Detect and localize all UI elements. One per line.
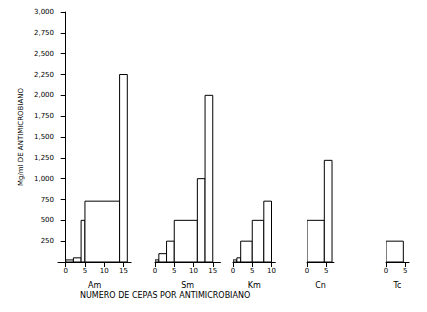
svg-text:5: 5 (403, 267, 407, 275)
svg-text:2,000: 2,000 (34, 91, 54, 99)
svg-text:10: 10 (267, 267, 276, 275)
svg-text:1,250: 1,250 (34, 154, 54, 162)
svg-text:0: 0 (384, 267, 388, 275)
svg-text:Cn: Cn (315, 281, 326, 290)
svg-text:2,250: 2,250 (34, 71, 54, 79)
svg-text:2,500: 2,500 (34, 50, 54, 58)
svg-text:250: 250 (41, 237, 54, 245)
svg-text:0: 0 (153, 267, 157, 275)
svg-text:15: 15 (119, 267, 128, 275)
svg-text:NUMERO DE CEPAS POR ANTIMICROB: NUMERO DE CEPAS POR ANTIMICROBIANO (80, 291, 250, 300)
svg-text:Am: Am (88, 281, 101, 290)
svg-text:10: 10 (189, 267, 198, 275)
svg-text:5: 5 (172, 267, 176, 275)
svg-text:5: 5 (250, 267, 254, 275)
svg-text:Sm: Sm (181, 281, 194, 290)
svg-text:500: 500 (41, 216, 54, 224)
svg-text:0: 0 (63, 267, 67, 275)
svg-text:1,500: 1,500 (34, 133, 54, 141)
svg-text:750: 750 (41, 196, 54, 204)
svg-text:3,000: 3,000 (34, 8, 54, 16)
svg-text:2,750: 2,750 (34, 29, 54, 37)
svg-text:15: 15 (208, 267, 217, 275)
svg-text:5: 5 (83, 267, 87, 275)
svg-text:0: 0 (305, 267, 309, 275)
svg-text:Km: Km (248, 281, 261, 290)
svg-text:1,750: 1,750 (34, 112, 54, 120)
svg-text:10: 10 (100, 267, 109, 275)
svg-text:1,000: 1,000 (34, 175, 54, 183)
svg-text:Tc: Tc (393, 281, 402, 290)
svg-text:5: 5 (324, 267, 328, 275)
svg-text:Mg/ml DE ANTIMICROBIANO: Mg/ml DE ANTIMICROBIANO (17, 88, 25, 186)
svg-text:0: 0 (231, 267, 235, 275)
